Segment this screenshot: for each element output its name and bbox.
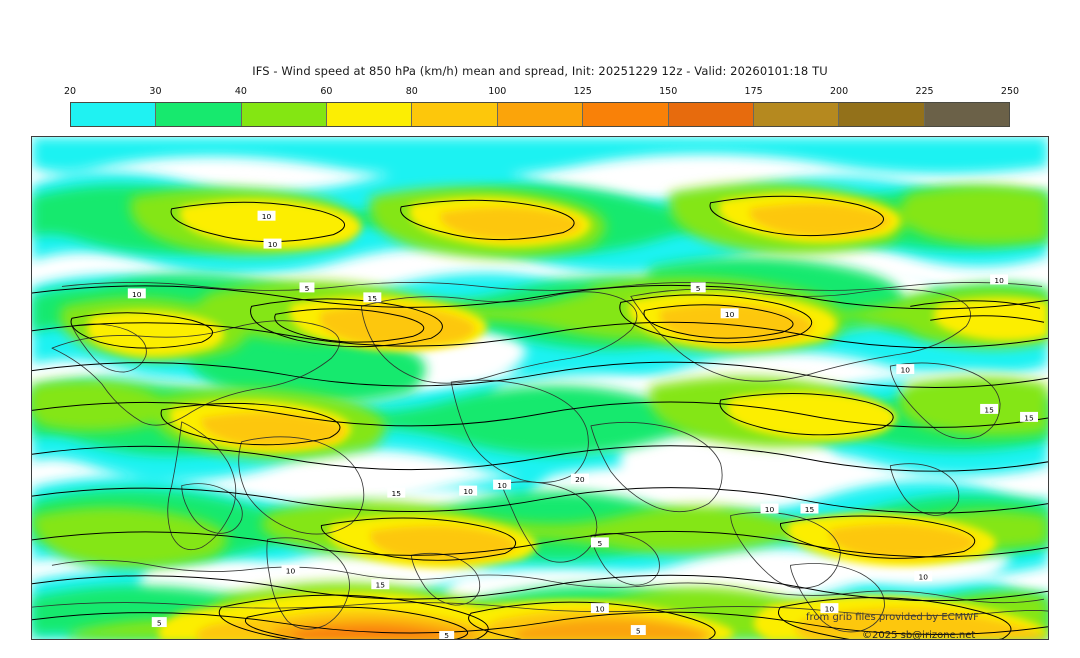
- svg-text:15: 15: [368, 294, 378, 303]
- svg-text:10: 10: [262, 212, 272, 221]
- svg-text:15: 15: [1024, 413, 1034, 422]
- colorbar-segment-0: [71, 103, 157, 126]
- colorbar-segment-4: [412, 103, 498, 126]
- colorbar-tick-250: 250: [1000, 86, 1020, 97]
- svg-text:10: 10: [595, 605, 605, 614]
- colorbar-segment-6: [583, 103, 669, 126]
- contour-labels: 5 5 10 10 15 10 10 15 10 15 5 10 15 20 1…: [127, 210, 1039, 639]
- data-source-credit: from grib files provided by ECMWF: [806, 612, 979, 623]
- svg-text:10: 10: [765, 505, 775, 514]
- svg-text:10: 10: [268, 240, 278, 249]
- svg-text:5: 5: [157, 619, 162, 628]
- svg-text:10: 10: [497, 481, 507, 490]
- colorbar-segment-10: [924, 103, 1009, 126]
- svg-text:15: 15: [392, 489, 402, 498]
- svg-text:10: 10: [725, 310, 735, 319]
- svg-text:10: 10: [132, 290, 142, 299]
- colorbar-segment-2: [241, 103, 328, 126]
- svg-text:5: 5: [305, 284, 310, 293]
- colorbar-segment-8: [753, 103, 840, 126]
- svg-text:10: 10: [463, 487, 473, 496]
- coastlines: [32, 281, 1048, 633]
- colorbar-tick-60: 60: [320, 86, 333, 97]
- svg-text:20: 20: [575, 475, 585, 484]
- colorbar-tick-175: 175: [744, 86, 763, 97]
- svg-text:10: 10: [918, 573, 928, 582]
- svg-text:15: 15: [984, 405, 994, 414]
- colorbar-gradient: [70, 102, 1010, 127]
- svg-text:5: 5: [636, 627, 641, 636]
- spread-contours: [32, 195, 1048, 639]
- svg-text:5: 5: [597, 539, 602, 548]
- map-svg: 5 5 10 10 15 10 10 15 10 15 5 10 15 20 1…: [32, 137, 1048, 639]
- svg-text:15: 15: [376, 581, 386, 590]
- colorbar-tick-225: 225: [915, 86, 934, 97]
- copyright-credit: ©2025 sb@irizone.net: [862, 630, 976, 641]
- colorbar-tick-labels: 20 30 40 60 80 100 125 150 175 200 225 250: [64, 86, 1019, 100]
- svg-text:15: 15: [805, 505, 815, 514]
- colorbar-tick-40: 40: [234, 86, 247, 97]
- svg-text:10: 10: [901, 366, 911, 375]
- colorbar-tick-20: 20: [63, 86, 77, 97]
- svg-text:5: 5: [444, 631, 449, 639]
- svg-text:10: 10: [825, 605, 835, 614]
- colorbar-tick-30: 30: [149, 86, 162, 97]
- colorbar-segment-5: [497, 103, 584, 126]
- colorbar-tick-200: 200: [830, 86, 849, 97]
- shaded-wind-field: 5 5 10 10 15 10 10 15 10 15 5 10 15 20 1…: [32, 137, 1048, 639]
- map-canvas: 5 5 10 10 15 10 10 15 10 15 5 10 15 20 1…: [31, 136, 1049, 640]
- colorbar-segment-1: [156, 103, 242, 126]
- colorbar-tick-125: 125: [573, 86, 592, 97]
- colorbar-segment-9: [839, 103, 925, 126]
- svg-text:10: 10: [994, 276, 1004, 285]
- colorbar-tick-100: 100: [488, 86, 507, 97]
- colorbar-tick-80: 80: [405, 86, 418, 97]
- colorbar: 20 30 40 60 80 100 125 150 175 200 225 250: [64, 86, 1019, 128]
- colorbar-tick-150: 150: [659, 86, 678, 97]
- colorbar-segment-3: [327, 103, 413, 126]
- svg-text:10: 10: [286, 567, 296, 576]
- colorbar-segment-7: [668, 103, 754, 126]
- svg-text:5: 5: [696, 284, 701, 293]
- page-title: IFS - Wind speed at 850 hPa (km/h) mean …: [252, 64, 828, 78]
